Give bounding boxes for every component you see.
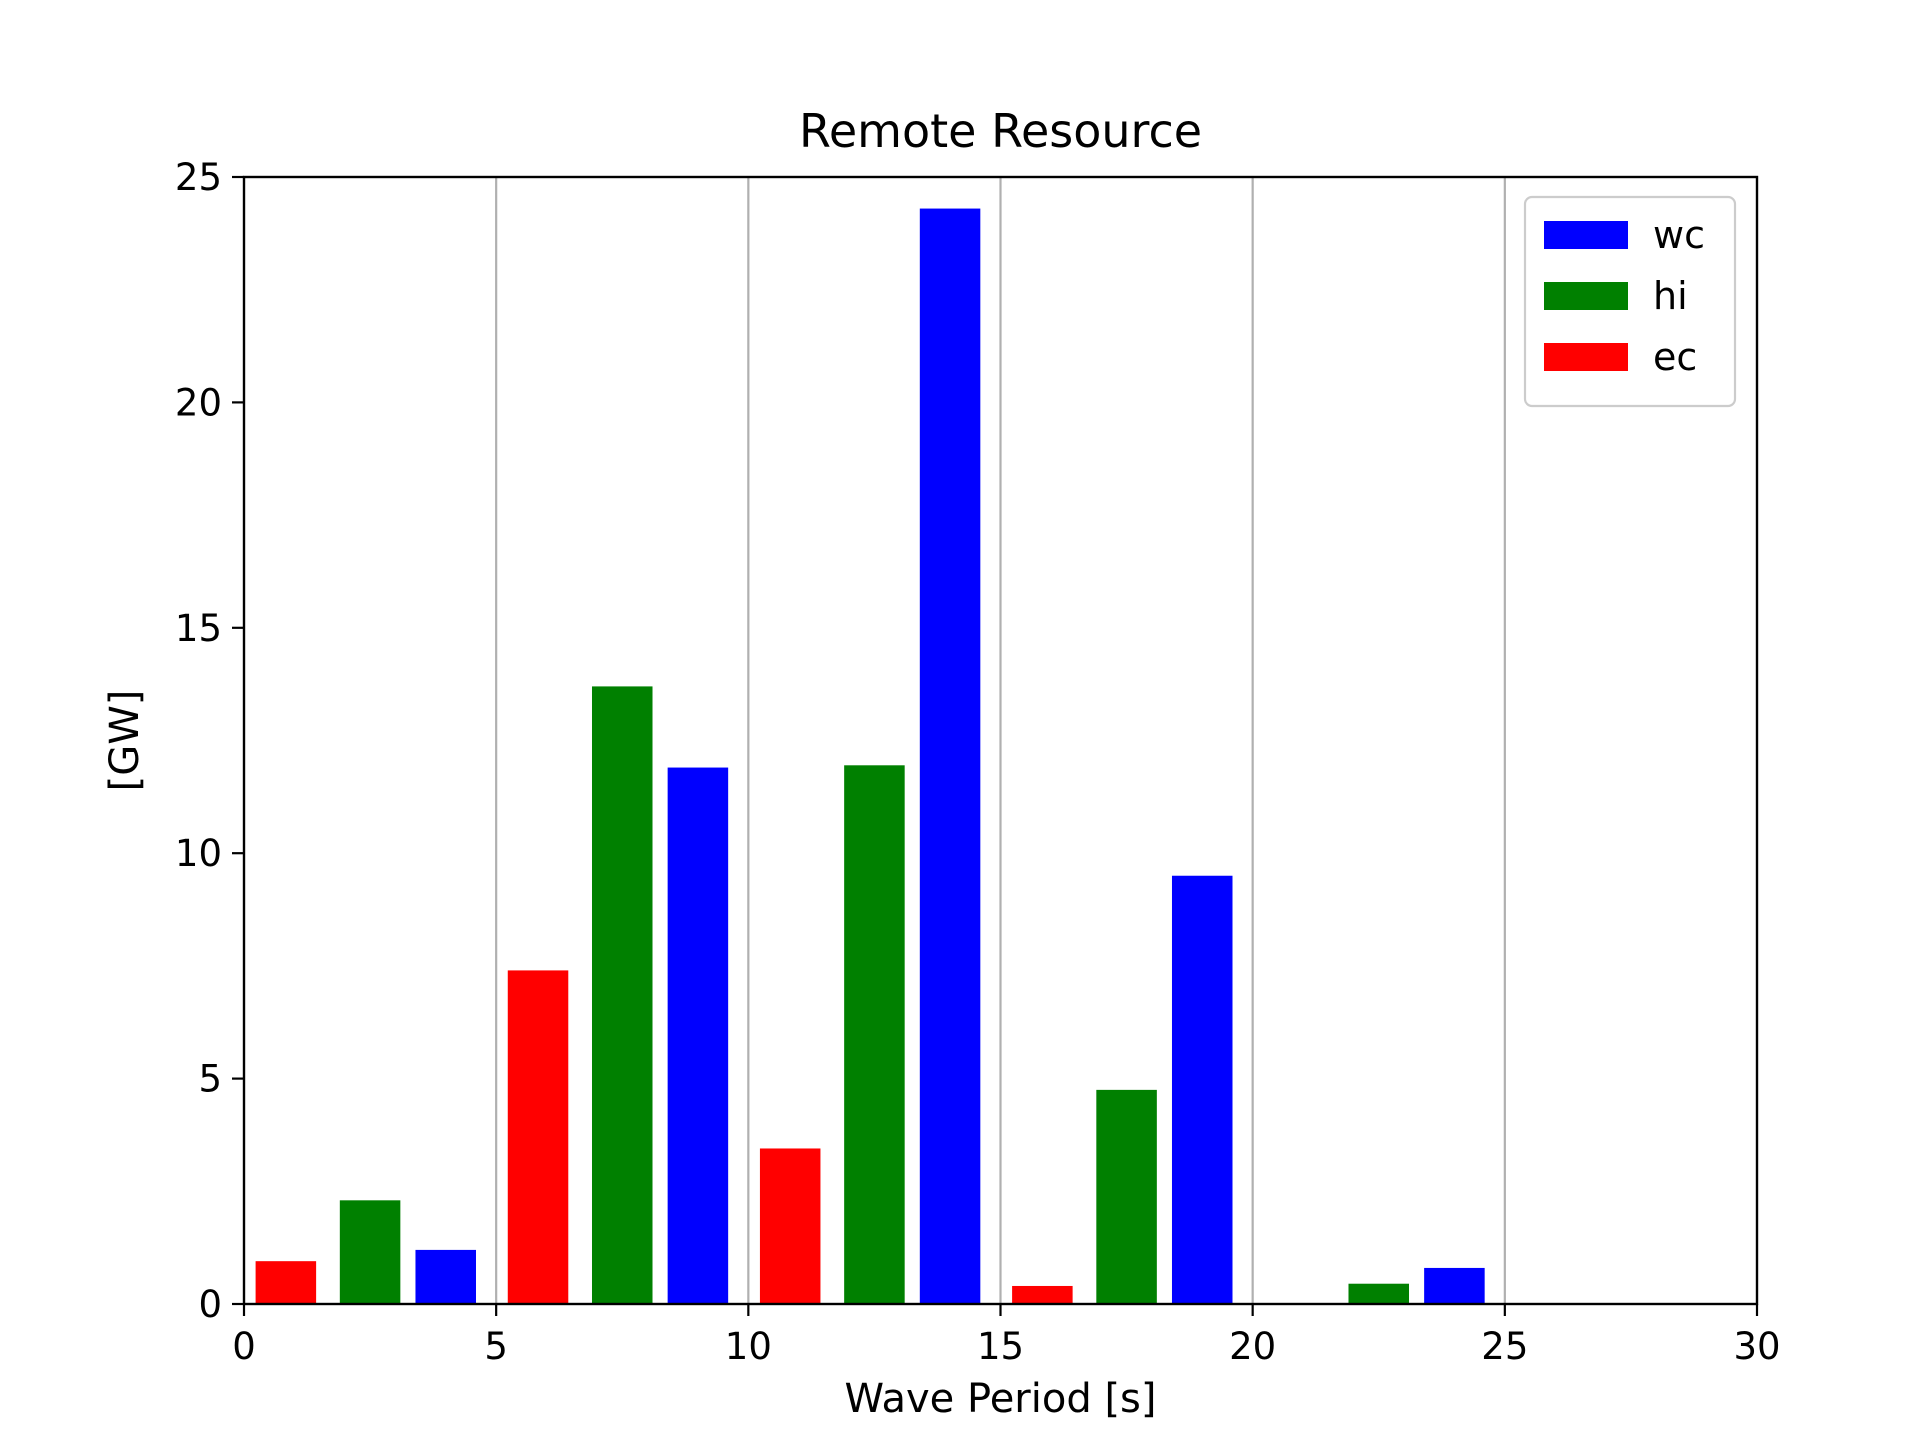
bar-ec-0: [255, 1261, 317, 1304]
legend-label-ec: ec: [1653, 335, 1697, 379]
legend-swatch-wc: [1544, 221, 1628, 249]
x-tick-label-0: 0: [232, 1325, 256, 1368]
grid-lines: [495, 177, 1506, 1304]
bar-ec-2: [759, 1148, 821, 1304]
x-tick-label-5: 5: [484, 1325, 508, 1368]
axis-ticks: 0 5 10 15 20 25 30 0 5 10 15 20 25: [175, 156, 1781, 1368]
x-tick-label-20: 20: [1229, 1325, 1276, 1368]
bar-wc-4: [1424, 1267, 1485, 1304]
bar-hi-3: [1096, 1089, 1157, 1304]
bar-hi-0: [339, 1200, 401, 1304]
bar-wc-0: [415, 1249, 476, 1304]
x-tick-label-10: 10: [725, 1325, 772, 1368]
bar-hi-1: [591, 686, 653, 1304]
x-tick-label-30: 30: [1733, 1325, 1780, 1368]
bar-wc-2: [919, 208, 981, 1304]
legend-swatch-hi: [1544, 282, 1628, 310]
bars: [255, 208, 1485, 1304]
legend-swatch-ec: [1544, 343, 1628, 371]
chart-title: Remote Resource: [799, 104, 1202, 158]
bar-hi-2: [844, 765, 905, 1304]
legend-label-hi: hi: [1653, 274, 1688, 318]
y-tick-label-10: 10: [175, 832, 222, 875]
y-tick-label-20: 20: [175, 381, 222, 424]
bar-wc-3: [1171, 875, 1233, 1304]
y-tick-label-25: 25: [175, 156, 222, 199]
legend-label-wc: wc: [1653, 213, 1705, 257]
bar-wc-1: [667, 767, 729, 1304]
y-tick-label-5: 5: [198, 1058, 222, 1101]
x-axis-label: Wave Period [s]: [845, 1376, 1157, 1422]
y-tick-label-15: 15: [175, 607, 222, 650]
bar-ec-3: [1012, 1285, 1073, 1304]
bar-hi-4: [1348, 1283, 1410, 1304]
y-tick-label-0: 0: [198, 1283, 222, 1326]
y-axis-label: [GW]: [102, 690, 148, 792]
x-tick-label-25: 25: [1481, 1325, 1528, 1368]
x-tick-label-15: 15: [977, 1325, 1024, 1368]
legend: wc hi ec: [1523, 195, 1737, 408]
bar-ec-1: [507, 970, 569, 1304]
